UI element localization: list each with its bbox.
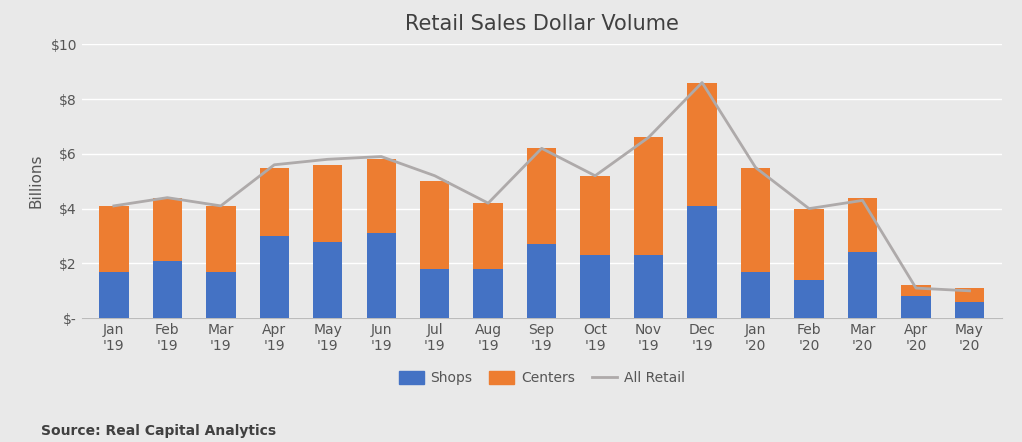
Bar [152, 198, 182, 261]
All Retail [482, 201, 495, 206]
Bar [580, 176, 610, 255]
Bar [367, 233, 396, 318]
Y-axis label: Billions: Billions [29, 154, 44, 209]
Bar [473, 269, 503, 318]
All Retail [910, 286, 922, 291]
Bar [527, 244, 556, 318]
Bar [741, 272, 771, 318]
All Retail [428, 173, 440, 179]
All Retail [107, 203, 120, 209]
Bar [313, 165, 342, 241]
All Retail [268, 162, 280, 168]
Line: All Retail: All Retail [113, 83, 970, 291]
Bar [848, 198, 877, 252]
All Retail [643, 135, 655, 140]
Bar [848, 252, 877, 318]
Bar [634, 255, 663, 318]
Bar [901, 296, 931, 318]
All Retail [589, 173, 601, 179]
Bar [901, 286, 931, 296]
Bar [260, 236, 289, 318]
All Retail [215, 203, 227, 209]
Bar [152, 261, 182, 318]
Bar [313, 241, 342, 318]
Bar [580, 255, 610, 318]
All Retail [375, 154, 387, 159]
All Retail [696, 80, 708, 85]
Bar [955, 302, 984, 318]
Bar [688, 83, 716, 206]
All Retail [803, 206, 816, 211]
All Retail [749, 165, 761, 170]
Bar [99, 206, 129, 272]
Bar [99, 272, 129, 318]
All Retail [536, 146, 548, 151]
Bar [527, 149, 556, 244]
Text: Source: Real Capital Analytics: Source: Real Capital Analytics [41, 423, 276, 438]
All Retail [161, 195, 174, 200]
Bar [367, 159, 396, 233]
Bar [420, 181, 450, 269]
Bar [794, 209, 824, 280]
Bar [955, 288, 984, 302]
Bar [688, 206, 716, 318]
Bar [794, 280, 824, 318]
All Retail [964, 288, 976, 293]
Bar [741, 168, 771, 272]
Bar [206, 206, 235, 272]
Bar [420, 269, 450, 318]
Bar [473, 203, 503, 269]
Legend: Shops, Centers, All Retail: Shops, Centers, All Retail [393, 366, 690, 391]
All Retail [322, 156, 334, 162]
Bar [206, 272, 235, 318]
Bar [634, 137, 663, 255]
All Retail [856, 198, 869, 203]
Bar [260, 168, 289, 236]
Title: Retail Sales Dollar Volume: Retail Sales Dollar Volume [405, 14, 679, 34]
